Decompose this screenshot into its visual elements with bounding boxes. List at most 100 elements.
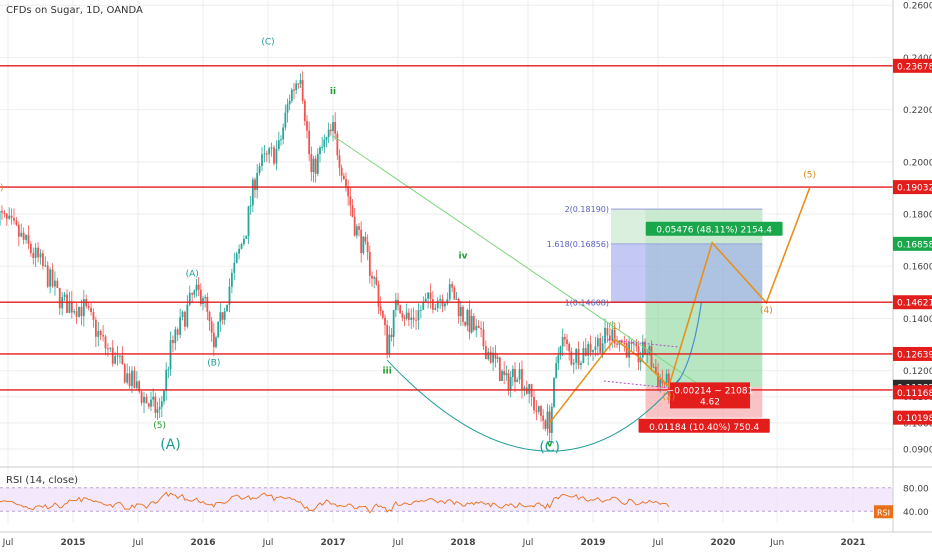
candle-body — [422, 303, 424, 310]
candle-body — [18, 225, 20, 237]
candle-body — [336, 134, 338, 156]
candle-body — [466, 310, 468, 325]
candle-body — [512, 369, 514, 377]
candle-body — [261, 154, 263, 166]
wave-label: (A) — [186, 270, 199, 280]
x-tick-label: Jul — [652, 538, 664, 548]
candle-body — [73, 311, 75, 312]
candle-body — [410, 318, 412, 320]
rsi-label: RSI (14, close) — [6, 475, 78, 486]
candle-body — [460, 307, 462, 316]
x-tick-label: Jul — [522, 538, 534, 548]
candle-body — [533, 397, 535, 410]
candle-body — [28, 235, 30, 244]
candle-body — [439, 299, 441, 301]
price-tag-label: 0.12639 — [897, 350, 932, 360]
candle-body — [544, 421, 546, 429]
candle-body — [386, 325, 388, 353]
x-tick-label: 2015 — [60, 538, 85, 548]
candle-body — [68, 301, 70, 313]
candle-body — [487, 352, 489, 359]
candle-body — [71, 301, 73, 312]
fib-label: 1.618(0.16856) — [547, 240, 609, 249]
candle-body — [319, 148, 321, 154]
candle-body — [119, 356, 121, 357]
wave-label: iii — [383, 366, 392, 376]
candle-body — [568, 344, 570, 351]
candle-body — [263, 153, 265, 154]
candle-body — [326, 137, 328, 139]
candle-body — [219, 312, 221, 322]
candle-body — [310, 154, 312, 172]
candle-body — [321, 147, 323, 148]
candle-body — [209, 312, 211, 321]
candle-body — [167, 369, 169, 370]
candle-body — [341, 168, 343, 176]
candle-body — [371, 276, 373, 279]
candle-body — [44, 265, 46, 266]
candle-body — [146, 397, 148, 404]
candle-body — [284, 113, 286, 128]
x-tick-label: 2021 — [840, 538, 865, 548]
price-tag-label: 0.14621 — [897, 299, 932, 309]
price-tag-label: 0.11168 — [897, 389, 932, 399]
candle-body — [360, 230, 362, 253]
candle-body — [343, 176, 345, 179]
candle-body — [449, 284, 451, 299]
candle-body — [328, 130, 330, 138]
wave-label: (5) — [803, 170, 816, 180]
x-tick-label: 2019 — [580, 538, 605, 548]
candle-body — [349, 196, 351, 205]
candle-body — [271, 147, 273, 148]
candle-body — [401, 313, 403, 317]
candle-body — [165, 370, 167, 391]
candle-body — [186, 305, 188, 327]
candle-body — [295, 84, 297, 91]
candle-body — [6, 214, 8, 219]
candle-body — [516, 380, 518, 382]
candle-body — [542, 416, 544, 421]
candle-body — [97, 331, 99, 337]
candle-body — [105, 336, 107, 348]
candle-body — [378, 284, 380, 306]
candle-body — [523, 387, 525, 389]
candle-body — [93, 312, 95, 320]
candle-body — [129, 373, 131, 386]
rsi-level-label: 80.00 — [903, 484, 929, 494]
candle-body — [633, 343, 635, 344]
candle-body — [406, 313, 408, 319]
candle-body — [252, 179, 254, 205]
candle-body — [217, 322, 219, 337]
candle-body — [599, 338, 601, 353]
candle-body — [184, 312, 186, 327]
mid-label-1: −0.00214 ~ 21081 — [667, 386, 754, 396]
candle-body — [112, 348, 114, 364]
candle-body — [528, 384, 530, 394]
candle-body — [159, 407, 161, 409]
candle-body — [30, 244, 32, 253]
x-tick-label: 2016 — [190, 538, 215, 548]
candle-body — [566, 339, 568, 343]
price-tag-label: 0.19032 — [897, 184, 932, 194]
candle-body — [102, 335, 104, 336]
candle-body — [399, 305, 401, 313]
wave-label: (5) — [153, 421, 166, 431]
candle-body — [653, 367, 655, 368]
candle-body — [126, 373, 128, 382]
candle-body — [47, 265, 49, 286]
candle-body — [78, 307, 80, 317]
candle-body — [308, 131, 310, 155]
candle-body — [250, 205, 252, 206]
candle-body — [573, 363, 575, 365]
wave-label: (C) — [539, 440, 560, 456]
candle-body — [64, 294, 66, 297]
candle-body — [233, 263, 235, 273]
candle-body — [510, 377, 512, 391]
candle-body — [592, 350, 594, 352]
candle-body — [23, 233, 25, 240]
candle-body — [666, 374, 668, 384]
candle-body — [143, 397, 145, 403]
